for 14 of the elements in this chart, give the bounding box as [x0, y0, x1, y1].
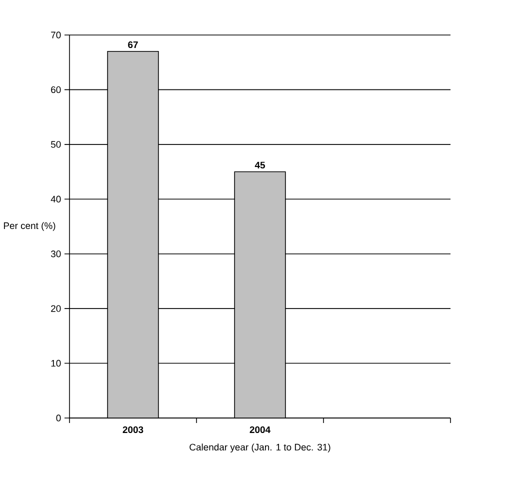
y-tick-label: 70 [51, 32, 61, 38]
y-tick-label: 10 [51, 360, 61, 367]
x-axis-title: Calendar year (Jan. 1 to Dec. 31) [190, 444, 330, 452]
y-tick-label: 50 [50, 141, 61, 148]
y-tick-label: 30 [50, 250, 61, 258]
y-tick-label: 0 [56, 414, 61, 422]
y-tick-label: 40 [50, 196, 61, 202]
data-label: 67 [128, 41, 138, 48]
x-tick-label: 2004 [250, 426, 270, 434]
y-tick-label: 60 [51, 86, 61, 94]
y-tick-label: 20 [51, 305, 61, 312]
y-axis-title: Per cent (%) [4, 222, 56, 231]
x-tick-label: 2003 [122, 426, 144, 434]
data-label: 45 [254, 162, 265, 168]
